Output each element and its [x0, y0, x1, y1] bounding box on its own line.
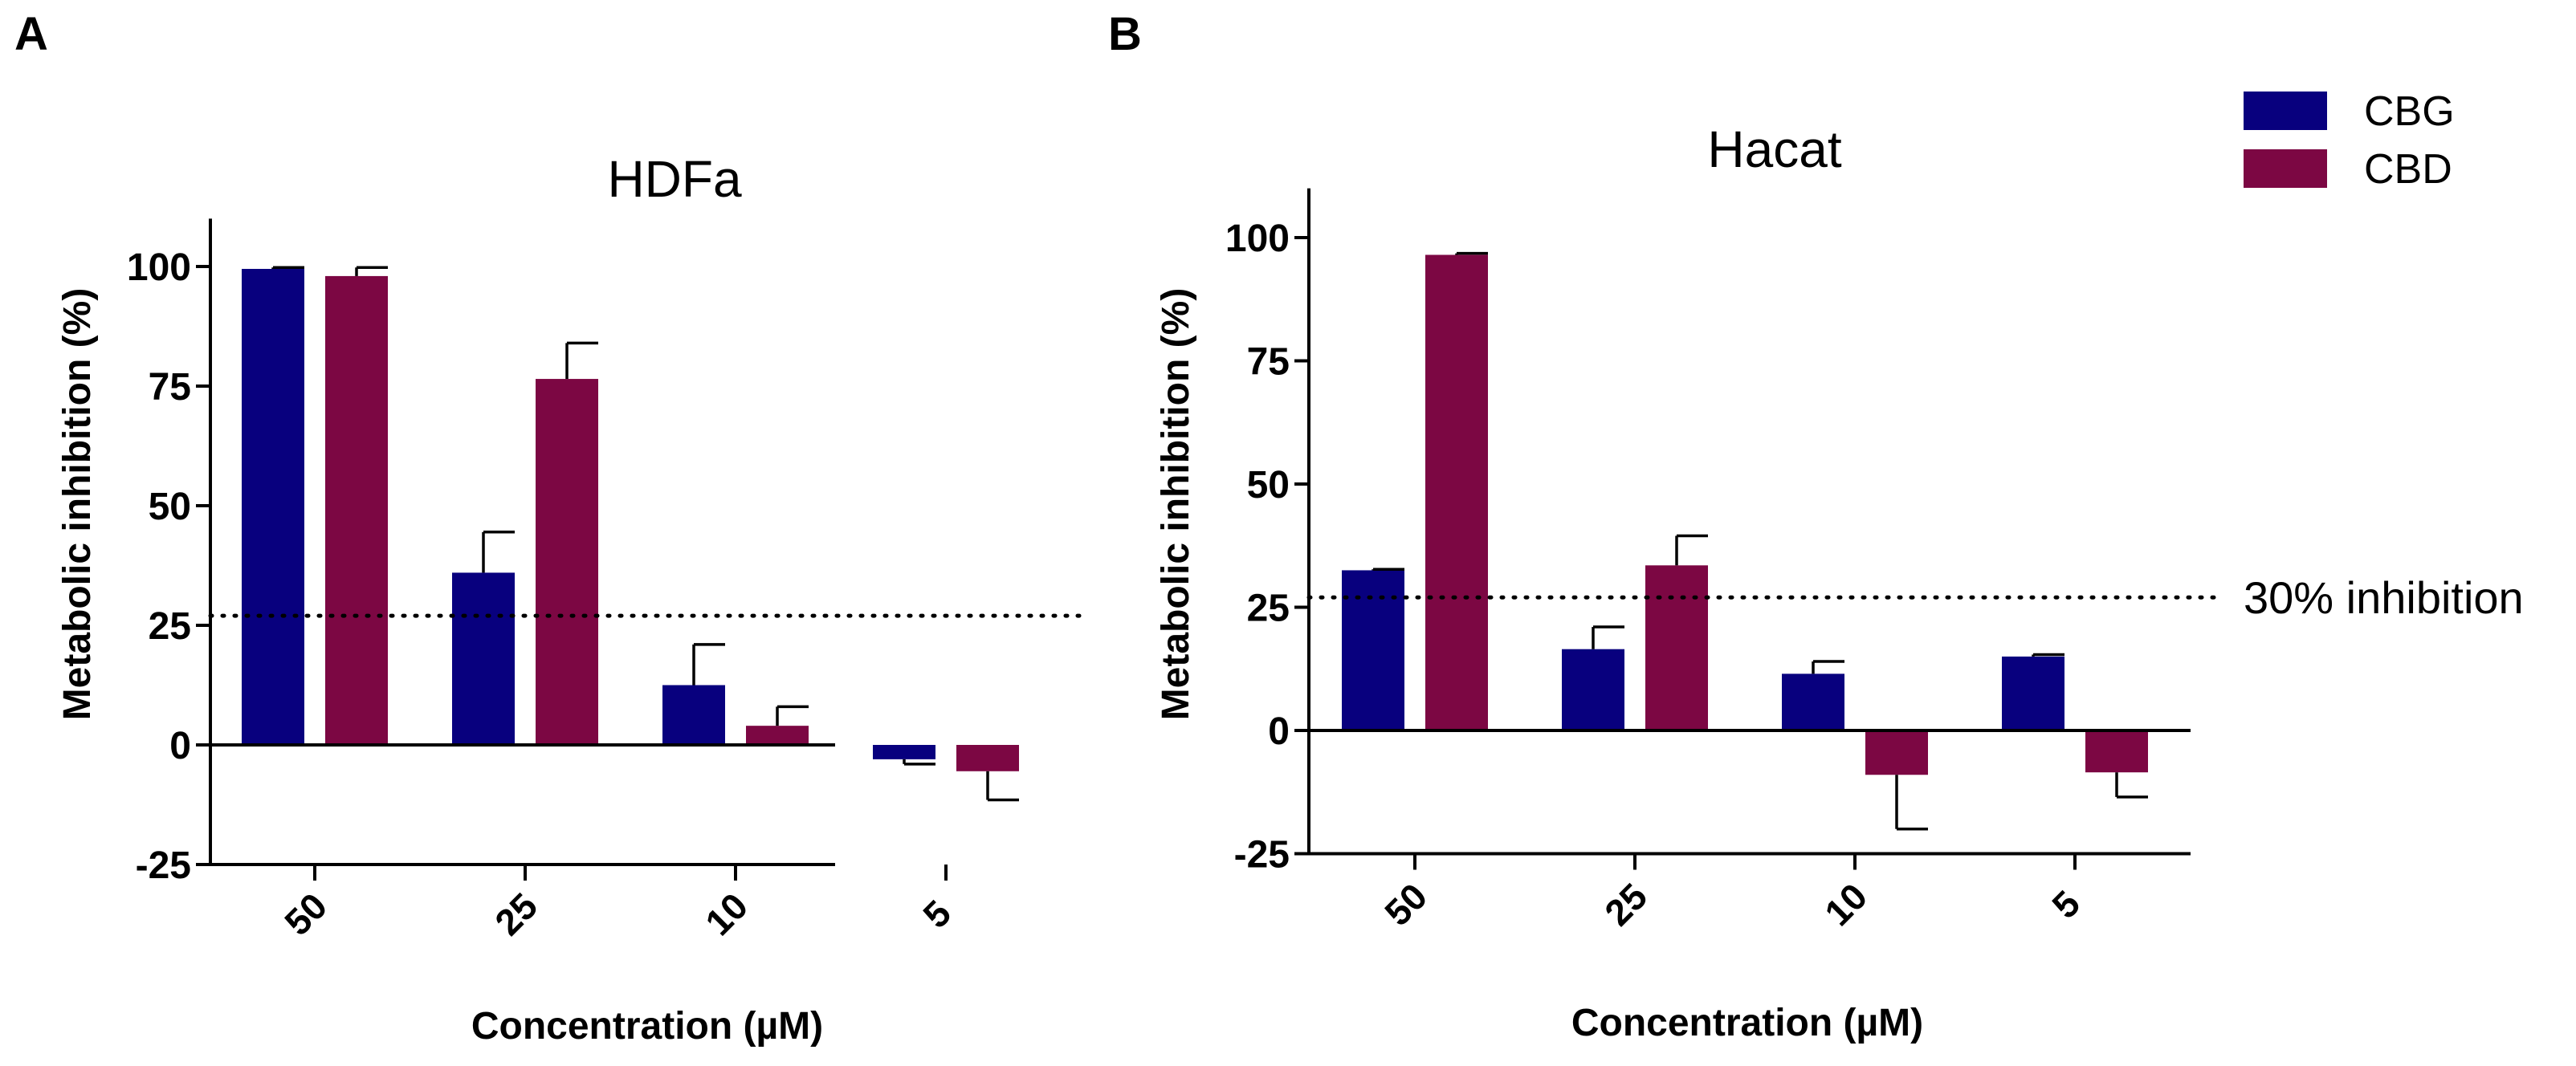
bar-cbd-50	[325, 275, 388, 745]
bar-cbg-50	[242, 268, 304, 746]
x-tick-label-10: 10	[1816, 875, 1875, 934]
bar-cbg-25	[1562, 649, 1624, 730]
panel-b-xlabel: Concentration (µM)	[1571, 1002, 1923, 1044]
panel-b-ylabel: Metabolic inhibition (%)	[1155, 288, 1197, 721]
panel-b-letter: B	[1108, 8, 1142, 60]
y-tick-label-75: 75	[1247, 341, 1290, 384]
panel-a-ylabel: Metabolic inhibition (%)	[56, 288, 99, 721]
bar-cbd-10	[746, 726, 809, 745]
bar-cbg-10	[1782, 673, 1844, 730]
bar-cbg-50	[1342, 570, 1404, 730]
y-tick-label-100: 100	[1225, 218, 1290, 260]
x-tick-label-10: 10	[697, 885, 756, 943]
x-tick-label-25: 25	[1596, 875, 1655, 934]
bar-cbg-5	[2002, 656, 2064, 730]
y-tick-label-75: 75	[149, 366, 191, 409]
panel-a-plot: 50 25 10 5 -25 0 25 50 75 100	[127, 218, 1086, 943]
x-tick-label-5: 5	[2044, 882, 2088, 926]
legend-label-cbg: CBG	[2364, 88, 2455, 135]
legend-swatch-cbg	[2244, 92, 2327, 130]
y-tick-label-50: 50	[1247, 464, 1290, 507]
legend-label-cbd: CBD	[2364, 146, 2452, 193]
x-tick-label-50: 50	[276, 885, 335, 943]
panel-b-title: Hacat	[1707, 120, 1841, 178]
y-tick-label-100: 100	[127, 246, 191, 289]
bar-cbd-50	[1425, 254, 1488, 730]
y-tick-label--25: -25	[136, 844, 191, 887]
legend-swatch-cbd	[2244, 149, 2327, 188]
y-tick-label-0: 0	[169, 725, 191, 767]
y-tick-label-25: 25	[1247, 588, 1290, 630]
panel-b-plot: 50 25 10 5 -25 0 25 50 75 100	[1225, 188, 2219, 934]
panel-a-title: HDFa	[607, 150, 742, 208]
y-tick-label-0: 0	[1268, 710, 1290, 753]
bar-cbg-10	[662, 685, 725, 745]
x-tick-label-5: 5	[915, 892, 959, 936]
bar-cbd-10	[1865, 730, 1928, 775]
y-tick-label-25: 25	[149, 605, 191, 648]
bar-cbg-5	[873, 745, 935, 759]
panel-a-letter: A	[14, 8, 48, 60]
bar-cbd-5	[956, 745, 1019, 771]
bar-cbd-25	[1645, 565, 1708, 730]
y-tick-label--25: -25	[1234, 834, 1290, 877]
bar-cbd-5	[2085, 730, 2148, 773]
reference-line-annotation: 30% inhibition	[2244, 572, 2524, 623]
x-tick-label-25: 25	[487, 885, 545, 943]
legend: CBG CBD	[2244, 88, 2455, 193]
y-tick-label-50: 50	[149, 486, 191, 528]
panel-a-xlabel: Concentration (µM)	[471, 1005, 823, 1048]
bar-cbg-25	[452, 572, 515, 745]
x-tick-label-50: 50	[1376, 875, 1435, 934]
bar-cbd-25	[536, 379, 598, 745]
